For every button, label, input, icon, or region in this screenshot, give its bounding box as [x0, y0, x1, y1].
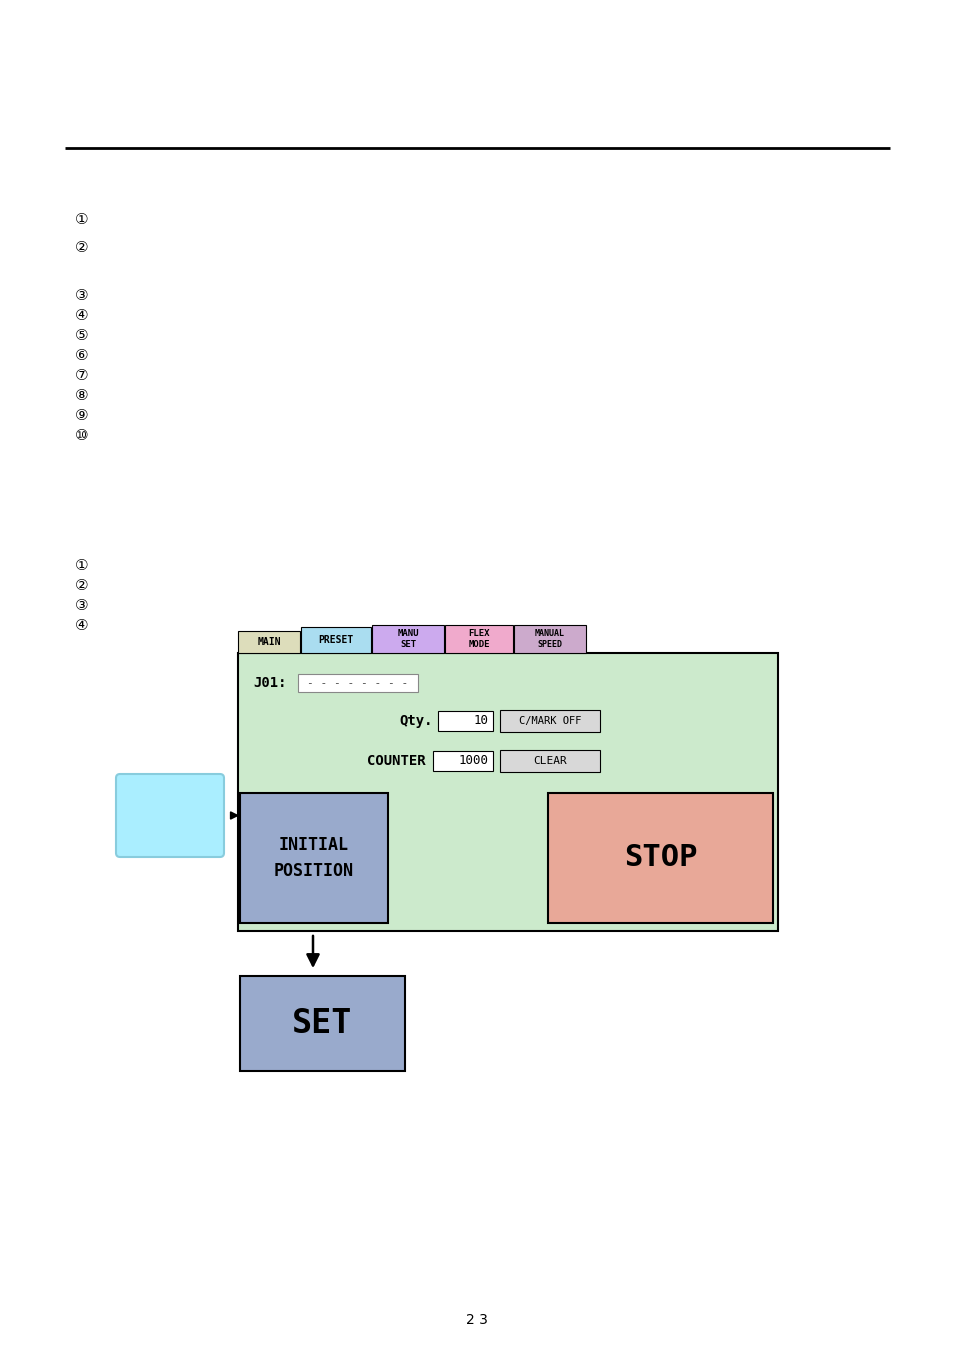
Text: ②: ②	[75, 578, 89, 593]
Text: ④: ④	[75, 617, 89, 633]
Text: C/MARK OFF: C/MARK OFF	[518, 716, 580, 726]
Text: ①: ①	[75, 558, 89, 572]
Text: ②: ②	[75, 240, 89, 255]
Bar	[237, 630, 299, 653]
Text: FLEX
MODE: FLEX MODE	[468, 629, 489, 649]
Bar	[499, 710, 599, 732]
Bar	[237, 653, 778, 932]
FancyBboxPatch shape	[116, 774, 224, 857]
Bar	[240, 976, 405, 1071]
Bar	[437, 711, 493, 730]
Text: ③: ③	[75, 598, 89, 613]
Text: 1000: 1000	[458, 755, 489, 768]
Text: ⑥: ⑥	[75, 347, 89, 363]
Bar	[240, 792, 388, 923]
Text: MANU
SET: MANU SET	[396, 629, 418, 649]
Bar	[547, 792, 772, 923]
Text: ⑨: ⑨	[75, 408, 89, 423]
Bar	[372, 625, 443, 653]
Text: CLEAR: CLEAR	[533, 756, 566, 765]
Text: INITIAL
POSITION: INITIAL POSITION	[274, 837, 354, 879]
Text: 10: 10	[474, 714, 489, 728]
Text: J01:: J01:	[253, 676, 286, 690]
Bar	[514, 625, 585, 653]
Bar	[301, 626, 371, 653]
Bar	[444, 625, 513, 653]
Text: ③: ③	[75, 288, 89, 302]
Bar	[297, 674, 417, 693]
Text: Qty.: Qty.	[399, 714, 433, 728]
Text: ①: ①	[75, 212, 89, 228]
Text: COUNTER: COUNTER	[367, 755, 426, 768]
Text: 2 3: 2 3	[466, 1314, 487, 1327]
Text: PRESET: PRESET	[318, 634, 354, 645]
Text: STOP: STOP	[623, 844, 697, 872]
Text: - - - - - - - -: - - - - - - - -	[307, 678, 408, 688]
Text: ④: ④	[75, 308, 89, 323]
Text: ⑦: ⑦	[75, 367, 89, 382]
Bar	[499, 751, 599, 772]
Text: ⑩: ⑩	[75, 428, 89, 443]
Bar	[433, 751, 493, 771]
Text: ⑧: ⑧	[75, 387, 89, 402]
Text: MANUAL
SPEED: MANUAL SPEED	[535, 629, 564, 649]
Text: MAIN: MAIN	[257, 637, 280, 647]
Text: ⑤: ⑤	[75, 328, 89, 343]
Text: SET: SET	[292, 1007, 353, 1040]
